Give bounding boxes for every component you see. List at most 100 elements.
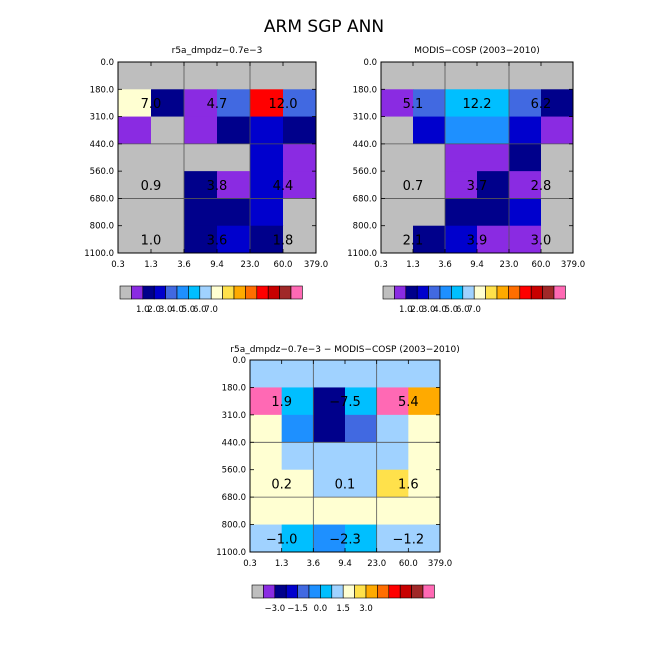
y-tick-label: 800.0 [90,222,114,232]
legend-label: 2.0 [147,305,161,315]
x-tick-label: 60.0 [532,260,551,270]
heatmap-cell [541,89,574,118]
heatmap-cell [477,62,510,90]
heatmap-cell [445,171,478,199]
legend-swatch [473,285,486,300]
cell-annotation: −2.3 [329,532,361,547]
heatmap-cell [413,143,446,172]
legend-swatch [153,285,166,300]
x-tick-label: 9.4 [210,260,224,270]
legend-swatch [233,285,246,300]
legend-swatch [405,285,418,300]
y-tick-label: 440.0 [353,140,377,150]
legend-swatch [308,584,321,599]
legend-swatch [382,285,395,300]
x-tick-label: 0.3 [111,260,125,270]
legend-swatch [290,285,303,300]
cell-annotation: 1.0 [141,233,162,248]
y-tick-label: 0.0 [232,356,246,366]
legend-label: 5.0 [445,305,459,315]
heatmap-cell [381,225,414,254]
cell-annotation: 4.7 [207,97,228,112]
heatmap-cell [151,143,185,172]
legend-swatch [274,584,287,599]
heatmap-cell [477,89,510,118]
cell-annotation: 4.4 [273,179,294,194]
heatmap-cell [477,198,510,227]
x-tick-label: 1.3 [275,559,289,569]
legend-label: 2.0 [410,305,424,315]
heatmap-cell [184,89,218,118]
legend-swatch [399,584,412,599]
heatmap-cell [408,414,441,443]
cell-annotation: 1.9 [271,395,292,410]
heatmap-cell [118,198,152,227]
legend-label: 7.0 [204,305,218,315]
cell-annotation: 3.6 [207,233,228,248]
legend-swatch [199,285,212,300]
legend-swatch [297,584,310,599]
legend-swatch [451,285,464,300]
legend-swatch [553,285,566,300]
heatmap-cell [376,442,409,471]
legend-swatch [508,285,521,300]
legend-swatch [530,285,543,300]
heatmap-cell [118,225,152,254]
heatmap-cell [509,62,542,90]
heatmap-cell [250,387,283,416]
heatmap-cell [283,62,317,90]
legend-label: 1.0 [399,305,413,315]
heatmap-cell [313,469,346,498]
heatmap-cell [217,171,251,199]
x-tick-label: 0.3 [243,559,257,569]
heatmap-cell [313,387,346,416]
cell-annotation: 0.7 [403,179,424,194]
heatmap-cell [477,143,510,172]
x-tick-label: 3.6 [307,559,321,569]
heatmap-cell [345,524,378,553]
y-tick-label: 310.0 [90,113,114,123]
y-tick-label: 440.0 [222,438,246,448]
heatmap-cell [413,225,446,254]
heatmap-cell [281,469,314,498]
x-tick-label: 0.3 [374,260,388,270]
heatmap-cell [445,225,478,254]
panel-model: r5a_dmpdz−0.7e−3 7.0 4.7 12.0 0.9 3.8 4.4 1.0 3.… [84,46,328,315]
legend-swatch [210,285,223,300]
heatmap-cell [281,497,314,526]
legend-swatch [416,285,429,300]
cell-annotation: 6.2 [531,97,552,112]
heatmap-cell [217,89,251,118]
x-tick-label: 3.6 [177,260,191,270]
heatmap-cell [250,360,283,388]
legend-swatch [342,584,355,599]
heatmap-cell [250,171,284,199]
legend-swatch [251,584,264,599]
cell-annotation: 3.0 [531,233,552,248]
cell-annotation: 5.4 [398,395,419,410]
heatmap-cell [509,143,542,172]
legend-swatch [176,285,189,300]
heatmap-cell [184,225,218,254]
y-tick-label: 180.0 [90,85,114,95]
panel-title: r5a_dmpdz−0.7e−3 − MODIS−COSP (2003−2010… [230,345,459,355]
heatmap-cell [477,171,510,199]
heatmap-cell [445,198,478,227]
x-tick-label: 23.0 [367,559,386,569]
x-tick-label: 23.0 [500,260,519,270]
heatmap-cell [381,143,414,172]
y-tick-label: 560.0 [90,167,114,177]
x-tick-label: 379.0 [304,260,328,270]
cell-annotation: 12.2 [463,97,492,112]
heatmap-cell [413,62,446,90]
heatmap-cell [345,387,378,416]
heatmap-cell [345,414,378,443]
y-tick-label: 1100.0 [216,548,246,558]
heatmap-cell [541,62,574,90]
heatmap-cell [408,442,441,471]
x-tick-label: 3.6 [438,260,452,270]
legend-swatch [256,285,269,300]
heatmap-cell [250,442,283,471]
heatmap-cell [408,524,441,553]
heatmap-cell [381,171,414,199]
